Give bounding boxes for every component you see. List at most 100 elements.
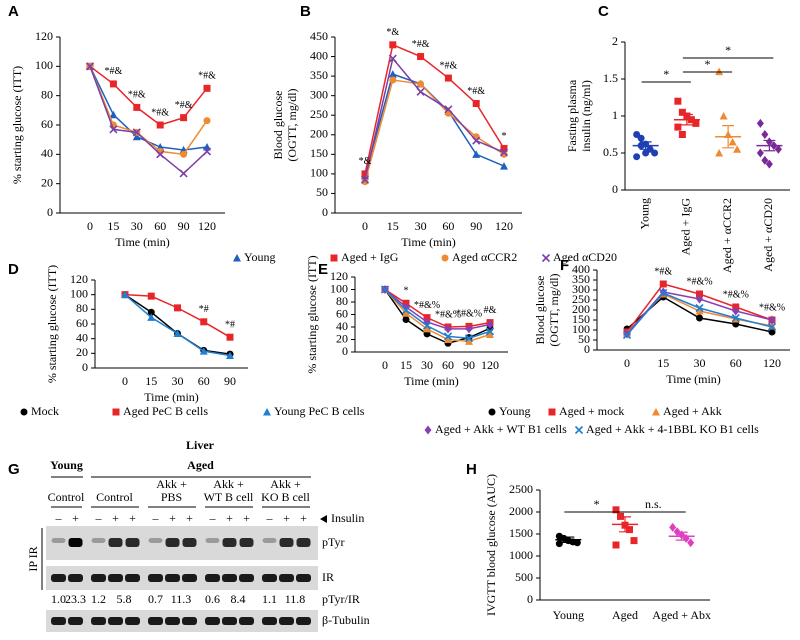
significance-label: *: [663, 67, 669, 81]
group-label: Akk +: [270, 477, 301, 491]
x-tick-label: Young: [637, 198, 651, 229]
marker: [156, 121, 164, 129]
y-tick-label: 120: [35, 29, 53, 43]
ratio-label: pTyr/IR: [322, 592, 360, 606]
panel-letter: A: [8, 3, 19, 20]
lane-sign: +: [112, 511, 119, 525]
band-ir: [222, 574, 237, 582]
data-point: [669, 522, 677, 532]
data-point: [678, 108, 686, 116]
marker: [444, 335, 452, 343]
lane-sign: +: [283, 511, 290, 525]
band-ptyr: [205, 538, 220, 543]
series-line: [364, 79, 505, 182]
series-line: [124, 294, 231, 357]
ratio-value: 8.4: [231, 592, 246, 606]
y-tick-label: 1.5: [603, 71, 618, 85]
y-tick-label: 60: [41, 117, 53, 131]
marker: [402, 309, 410, 317]
x-tick-label: 120: [198, 219, 216, 233]
y-tick-label: 0: [47, 205, 53, 219]
band-tubulin: [239, 617, 254, 625]
x-tick-label: 60: [442, 219, 454, 233]
lane-sign: +: [129, 511, 136, 525]
x-axis-label: Time (min): [115, 235, 170, 249]
section-label: Young: [50, 458, 83, 472]
y-tick-label: 100: [572, 322, 590, 336]
marker: [109, 80, 117, 88]
y-tick-label: 350: [310, 68, 328, 82]
marker: [696, 314, 703, 322]
legend-label: Mock: [31, 404, 59, 418]
y-tick-label: 60: [336, 306, 348, 320]
legend-label: Aged + IgG: [341, 250, 399, 264]
x-tick-label: 30: [694, 356, 706, 370]
legend-marker: [488, 408, 496, 416]
x-axis-label: Time (min): [666, 372, 721, 386]
marker: [380, 285, 390, 294]
marker: [360, 175, 370, 184]
x-tick-label: 15: [657, 356, 669, 370]
marker: [659, 280, 667, 288]
band-tubulin: [279, 617, 294, 625]
group-label: KO B cell: [261, 490, 310, 504]
marker: [226, 333, 234, 341]
y-tick-label: 0: [322, 205, 328, 219]
marker: [203, 84, 211, 92]
band-tubulin: [51, 617, 66, 625]
series-line: [124, 294, 231, 355]
annotation: *#&: [175, 100, 193, 111]
y-tick-label: 100: [330, 281, 348, 295]
marker: [732, 306, 740, 316]
x-tick-label: 120: [763, 356, 781, 370]
panel-letter: D: [8, 261, 19, 278]
marker: [402, 316, 410, 323]
annotation: *#&: [151, 107, 169, 118]
x-tick-label: 30: [421, 358, 433, 372]
y-tick-label: 40: [41, 146, 53, 160]
legend-marker: [233, 254, 241, 262]
marker: [388, 70, 397, 78]
marker: [500, 150, 508, 158]
y-tick-label: 500: [515, 570, 533, 584]
y-axis-label: % starting glucose (ITT): [45, 265, 59, 383]
blot-label: pTyr: [322, 535, 345, 549]
marker: [180, 150, 188, 158]
lane-sign: –: [95, 511, 103, 525]
panel-letter: C: [598, 3, 609, 20]
band-tubulin: [125, 617, 140, 625]
significance-label: *: [705, 57, 711, 71]
x-tick-label: 90: [463, 358, 475, 372]
lane-sign: –: [152, 511, 160, 525]
lane-sign: –: [266, 511, 274, 525]
y-axis-label: Blood glucose: [533, 276, 547, 345]
y-tick-label: 150: [572, 312, 590, 326]
marker: [180, 114, 188, 122]
blot-title: Liver: [186, 438, 215, 452]
data-point: [612, 506, 620, 514]
marker: [500, 162, 508, 170]
x-tick-label: 0: [362, 219, 368, 233]
band-ir: [239, 574, 254, 582]
legend-marker: [330, 254, 338, 262]
x-tick-label: 120: [481, 358, 499, 372]
marker: [696, 290, 703, 298]
y-tick-label: 80: [336, 294, 348, 308]
y-tick-label: 200: [310, 127, 328, 141]
data-point: [637, 134, 645, 142]
annotation: *#&: [105, 66, 123, 77]
annotation: *#&%: [759, 302, 785, 313]
data-point: [626, 526, 633, 534]
y-tick-label: 60: [76, 316, 88, 330]
marker: [443, 332, 453, 341]
marker: [465, 337, 473, 345]
x-tick-label: 30: [131, 219, 143, 233]
annotation: *#&%: [414, 300, 440, 311]
legend-label: Aged PeC B cells: [123, 404, 208, 418]
band-ptyr: [148, 538, 163, 543]
ip-label: IP IR: [26, 546, 40, 571]
ratio-value: 0.7: [148, 592, 163, 606]
legend-marker: [541, 253, 551, 263]
annotation: *#: [199, 304, 209, 315]
y-tick-label: 100: [35, 58, 53, 72]
